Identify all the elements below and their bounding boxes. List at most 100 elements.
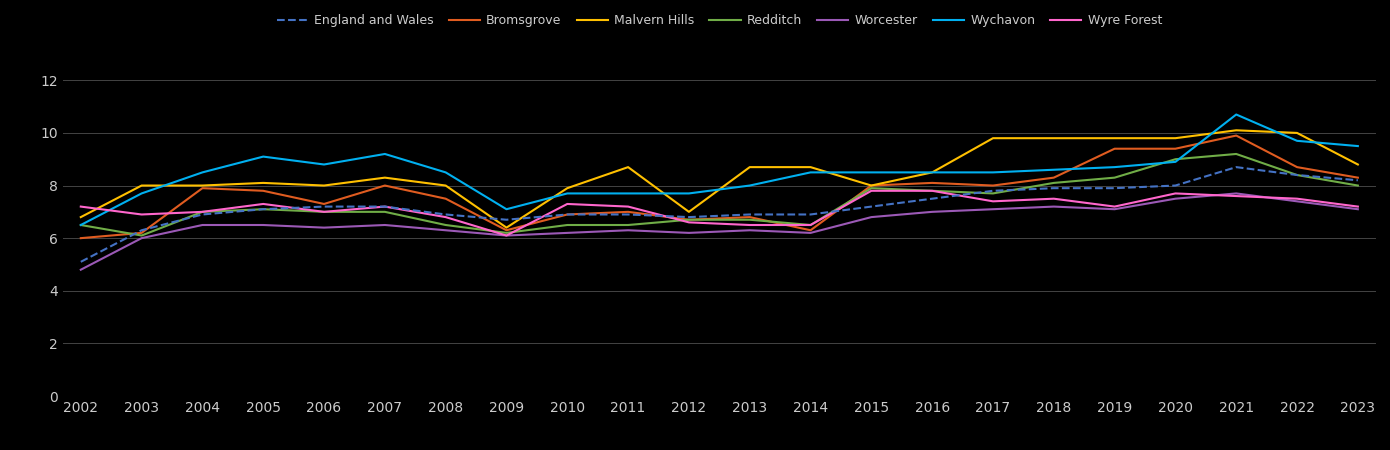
England and Wales xyxy=(316,204,332,209)
Wyre Forest xyxy=(1168,191,1184,196)
Line: Malvern Hills: Malvern Hills xyxy=(81,130,1358,228)
Line: Worcester: Worcester xyxy=(81,194,1358,270)
England and Wales xyxy=(133,228,150,233)
Worcester xyxy=(984,207,1001,212)
Malvern Hills xyxy=(438,183,455,188)
Wyre Forest xyxy=(498,233,514,238)
Wyre Forest xyxy=(863,188,880,194)
England and Wales xyxy=(924,196,941,202)
Malvern Hills xyxy=(254,180,271,185)
Malvern Hills xyxy=(1227,128,1244,133)
Wychavon xyxy=(1045,167,1062,172)
Worcester xyxy=(1106,207,1123,212)
Malvern Hills xyxy=(741,164,758,170)
Wyre Forest xyxy=(72,204,89,209)
Redditch xyxy=(620,222,637,228)
Bromsgrove xyxy=(316,201,332,207)
Redditch xyxy=(72,222,89,228)
Line: Bromsgrove: Bromsgrove xyxy=(81,135,1358,238)
Bromsgrove xyxy=(133,230,150,236)
Redditch xyxy=(498,230,514,236)
Bromsgrove xyxy=(681,217,698,222)
Wychavon xyxy=(438,170,455,175)
Wychavon xyxy=(802,170,819,175)
Worcester xyxy=(72,267,89,272)
Worcester xyxy=(559,230,575,236)
Line: Wychavon: Wychavon xyxy=(81,114,1358,225)
Worcester xyxy=(195,222,211,228)
England and Wales xyxy=(681,214,698,220)
Redditch xyxy=(438,222,455,228)
Malvern Hills xyxy=(1289,130,1305,135)
Wyre Forest xyxy=(984,198,1001,204)
England and Wales xyxy=(802,212,819,217)
Wychavon xyxy=(681,191,698,196)
England and Wales xyxy=(254,207,271,212)
Bromsgrove xyxy=(377,183,393,188)
Bromsgrove xyxy=(741,214,758,220)
Line: England and Wales: England and Wales xyxy=(81,167,1358,262)
Malvern Hills xyxy=(1168,135,1184,141)
Wyre Forest xyxy=(1045,196,1062,202)
Bromsgrove xyxy=(498,228,514,233)
Bromsgrove xyxy=(802,228,819,233)
Wyre Forest xyxy=(438,214,455,220)
Wychavon xyxy=(620,191,637,196)
Wychavon xyxy=(377,151,393,157)
England and Wales xyxy=(498,217,514,222)
Wyre Forest xyxy=(741,222,758,228)
Worcester xyxy=(438,228,455,233)
Redditch xyxy=(741,217,758,222)
England and Wales xyxy=(1289,172,1305,178)
Malvern Hills xyxy=(377,175,393,180)
Redditch xyxy=(924,188,941,194)
Wychavon xyxy=(1227,112,1244,117)
Bromsgrove xyxy=(1350,175,1366,180)
Wychavon xyxy=(72,222,89,228)
Bromsgrove xyxy=(1168,146,1184,151)
Legend: England and Wales, Bromsgrove, Malvern Hills, Redditch, Worcester, Wychavon, Wyr: England and Wales, Bromsgrove, Malvern H… xyxy=(271,9,1168,32)
Wyre Forest xyxy=(1350,204,1366,209)
Wychavon xyxy=(984,170,1001,175)
Bromsgrove xyxy=(1227,133,1244,138)
Redditch xyxy=(377,209,393,215)
Wyre Forest xyxy=(924,188,941,194)
England and Wales xyxy=(559,212,575,217)
Redditch xyxy=(316,209,332,215)
Redditch xyxy=(1227,151,1244,157)
Bromsgrove xyxy=(620,209,637,215)
Wychavon xyxy=(741,183,758,188)
Redditch xyxy=(133,233,150,238)
Bromsgrove xyxy=(559,212,575,217)
England and Wales xyxy=(195,212,211,217)
Line: Redditch: Redditch xyxy=(81,154,1358,235)
Line: Wyre Forest: Wyre Forest xyxy=(81,191,1358,235)
England and Wales xyxy=(438,212,455,217)
Redditch xyxy=(1106,175,1123,180)
Wyre Forest xyxy=(377,204,393,209)
Worcester xyxy=(1168,196,1184,202)
Wyre Forest xyxy=(254,201,271,207)
Worcester xyxy=(681,230,698,236)
Wyre Forest xyxy=(1289,196,1305,202)
Wyre Forest xyxy=(802,222,819,228)
England and Wales xyxy=(1168,183,1184,188)
Worcester xyxy=(316,225,332,230)
Wyre Forest xyxy=(1227,194,1244,199)
Wychavon xyxy=(1289,138,1305,144)
Bromsgrove xyxy=(254,188,271,194)
Worcester xyxy=(1350,207,1366,212)
Worcester xyxy=(1227,191,1244,196)
Wychavon xyxy=(924,170,941,175)
Wyre Forest xyxy=(195,209,211,215)
Redditch xyxy=(863,185,880,191)
England and Wales xyxy=(72,259,89,265)
Worcester xyxy=(254,222,271,228)
England and Wales xyxy=(377,204,393,209)
Wychavon xyxy=(316,162,332,167)
Wychavon xyxy=(1168,159,1184,165)
Wychavon xyxy=(559,191,575,196)
Malvern Hills xyxy=(802,164,819,170)
Malvern Hills xyxy=(559,185,575,191)
Redditch xyxy=(984,191,1001,196)
